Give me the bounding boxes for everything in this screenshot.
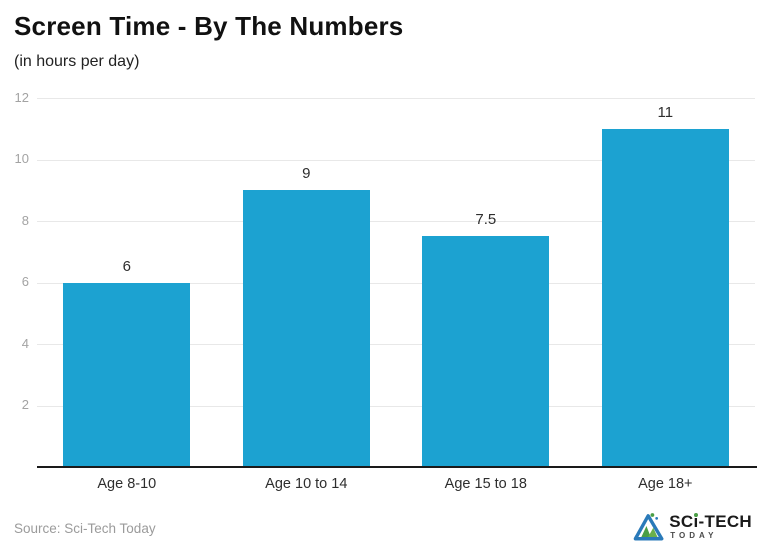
gridline-y-4	[37, 344, 755, 345]
gridline-y-8	[37, 221, 755, 222]
logo-text-block: SCi-TECH TODAY	[669, 513, 752, 540]
gridline-y-10	[37, 159, 755, 161]
gridline-y-2	[37, 405, 755, 407]
bar-value-label: 6	[122, 257, 131, 275]
bar-age-10-to-14	[242, 190, 370, 468]
logo-mountain-icon	[633, 513, 664, 541]
x-tick-label: Age 18+	[638, 476, 693, 492]
gridline-y-6	[37, 282, 755, 284]
bar-age-8-10	[63, 282, 191, 467]
bar-value-label: 7.5	[475, 211, 497, 229]
y-tick-label-8: 8	[21, 212, 29, 228]
y-tick-label-4: 4	[21, 335, 29, 351]
y-tick-label-10: 10	[14, 151, 29, 166]
x-tick-label: Age 10 to 14	[265, 476, 348, 492]
y-tick-label-12: 12	[14, 89, 29, 105]
logo-wordmark: SCi-TECH	[669, 511, 752, 531]
y-tick-label-6: 6	[21, 274, 29, 289]
bar-value-label: 11	[657, 103, 674, 121]
x-tick-label: Age 8-10	[97, 476, 157, 492]
sci-tech-today-logo: SCi-TECH TODAY	[632, 509, 752, 543]
chart-subtitle: (in hours per day)	[14, 53, 140, 70]
bar-age-15-to-18	[422, 236, 550, 467]
logo-subtext: TODAY	[670, 530, 718, 540]
bar-value-label: 9	[302, 165, 311, 183]
bar-age-18-	[601, 128, 729, 468]
y-tick-label-2: 2	[21, 397, 29, 412]
x-tick-label: Age 15 to 18	[444, 476, 527, 492]
source-note: Source: Sci-Tech Today	[14, 521, 156, 536]
gridline-y-12	[37, 98, 755, 99]
chart-title: Screen Time - By The Numbers	[14, 11, 404, 41]
x-axis-line	[37, 466, 757, 468]
